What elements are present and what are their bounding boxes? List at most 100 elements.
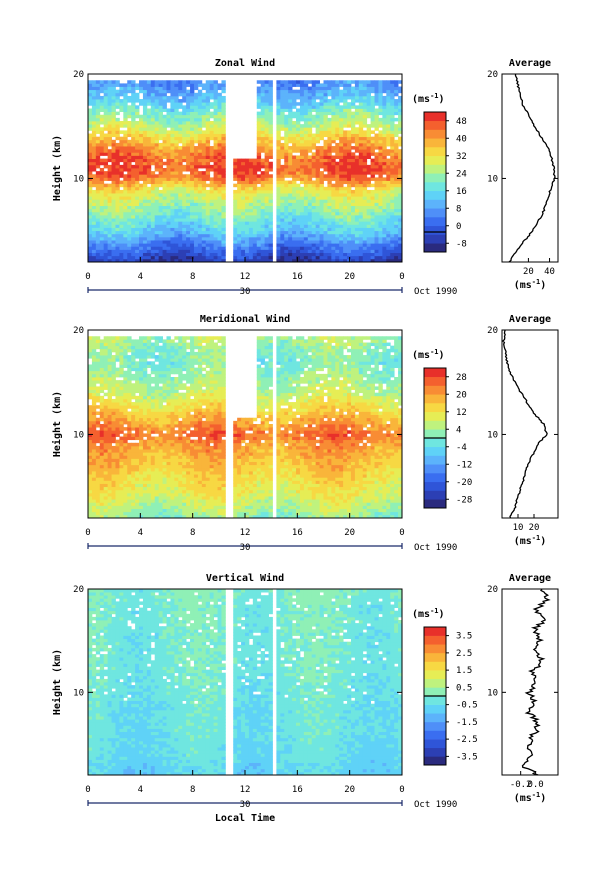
heatmap-cell [315,227,320,232]
heatmap-cell [158,124,163,128]
heatmap-cell [205,218,211,222]
heatmap-cell [115,489,120,494]
heatmap-cell [103,121,109,125]
heatmap-cell [131,86,136,91]
heatmap-cell [131,405,136,409]
heatmap-cell [213,114,218,119]
heatmap-cell [315,108,320,112]
heatmap-cell [209,149,215,153]
heatmap-cell [88,183,93,188]
heatmap-cell [217,171,222,175]
heatmap-cell [95,246,101,250]
heatmap-cell [268,127,273,131]
heatmap-cell [241,233,246,238]
heatmap-cell [91,477,97,481]
heatmap-cell [111,89,116,94]
heatmap-cell [119,355,124,359]
heatmap-cell [362,124,368,128]
heatmap-cell [135,146,140,150]
heatmap-cell [362,139,368,144]
heatmap-cell [299,80,305,84]
heatmap-cell [394,221,399,225]
heatmap-cell [99,105,105,109]
heatmap-cell [158,108,163,112]
heatmap-cell [201,121,207,125]
heatmap-cell [91,155,97,159]
heatmap-cell [186,202,191,206]
heatmap-cell [107,398,112,403]
heatmap-cell [248,205,254,210]
heatmap-cell [331,124,336,128]
heatmap-cell [103,339,109,343]
heatmap-cell [99,442,105,447]
heatmap-cell [127,464,132,469]
heatmap-cell [91,111,97,116]
heatmap-cell [248,224,254,228]
heatmap-cell [217,99,222,103]
heatmap-cell [115,405,120,409]
heatmap-cell [186,105,191,109]
heatmap-cell [299,161,305,166]
heatmap-cell [362,117,368,122]
heatmap-cell [303,218,309,222]
heatmap-cell [358,180,364,185]
heatmap-cell [119,420,124,425]
heatmap-cell [339,152,344,156]
heatmap-cell [280,155,285,159]
heatmap-cell [237,158,242,163]
heatmap-cell [347,186,352,191]
heatmap-cell [358,215,364,219]
heatmap-cell [158,121,163,125]
heatmap-cell [119,483,124,488]
heatmap-cell [315,171,320,175]
heatmap-cell [174,121,179,125]
heatmap-cell [339,149,344,153]
heatmap-cell [382,258,387,263]
heatmap-cell [193,215,199,219]
heatmap-cell [205,236,211,241]
heatmap-cell [95,424,101,428]
heatmap-cell [88,186,93,191]
heatmap-cell [327,130,332,134]
heatmap-cell [103,477,109,481]
heatmap-cell [366,102,372,106]
heatmap-cell [339,92,344,97]
heatmap-cell [95,221,101,225]
heatmap-cell [107,80,112,84]
heatmap-cell [135,486,140,491]
heatmap-cell [142,240,148,244]
heatmap-cell [182,208,187,213]
heatmap-cell [131,499,136,503]
heatmap-cell [307,146,313,150]
heatmap-cell [107,411,112,415]
heatmap-cell [378,108,383,112]
heatmap-cell [382,136,387,141]
heatmap-cell [178,218,183,222]
heatmap-cell [182,146,187,150]
heatmap-cell [139,161,144,166]
heatmap-cell [115,227,120,232]
heatmap-cell [323,155,328,159]
heatmap-cell [119,108,124,112]
heatmap-cell [378,236,383,241]
heatmap-cell [390,121,395,125]
heatmap-cell [382,146,387,150]
heatmap-cell [95,149,101,153]
heatmap-cell [217,130,222,134]
heatmap-cell [154,139,160,144]
heatmap-cell [358,174,364,178]
heatmap-cell [323,174,328,178]
heatmap-cell [158,246,163,250]
heatmap-cell [103,161,109,166]
heatmap-cell [343,133,348,138]
heatmap-cell [390,189,395,194]
heatmap-cell [252,199,258,203]
heatmap-cell [95,249,101,253]
heatmap-cell [315,183,320,188]
heatmap-cell [146,227,152,232]
x-tick-label: 8 [190,272,195,282]
heatmap-cell [139,208,144,213]
heatmap-cell [131,111,136,116]
heatmap-cell [209,133,215,138]
heatmap-cell [323,255,328,260]
